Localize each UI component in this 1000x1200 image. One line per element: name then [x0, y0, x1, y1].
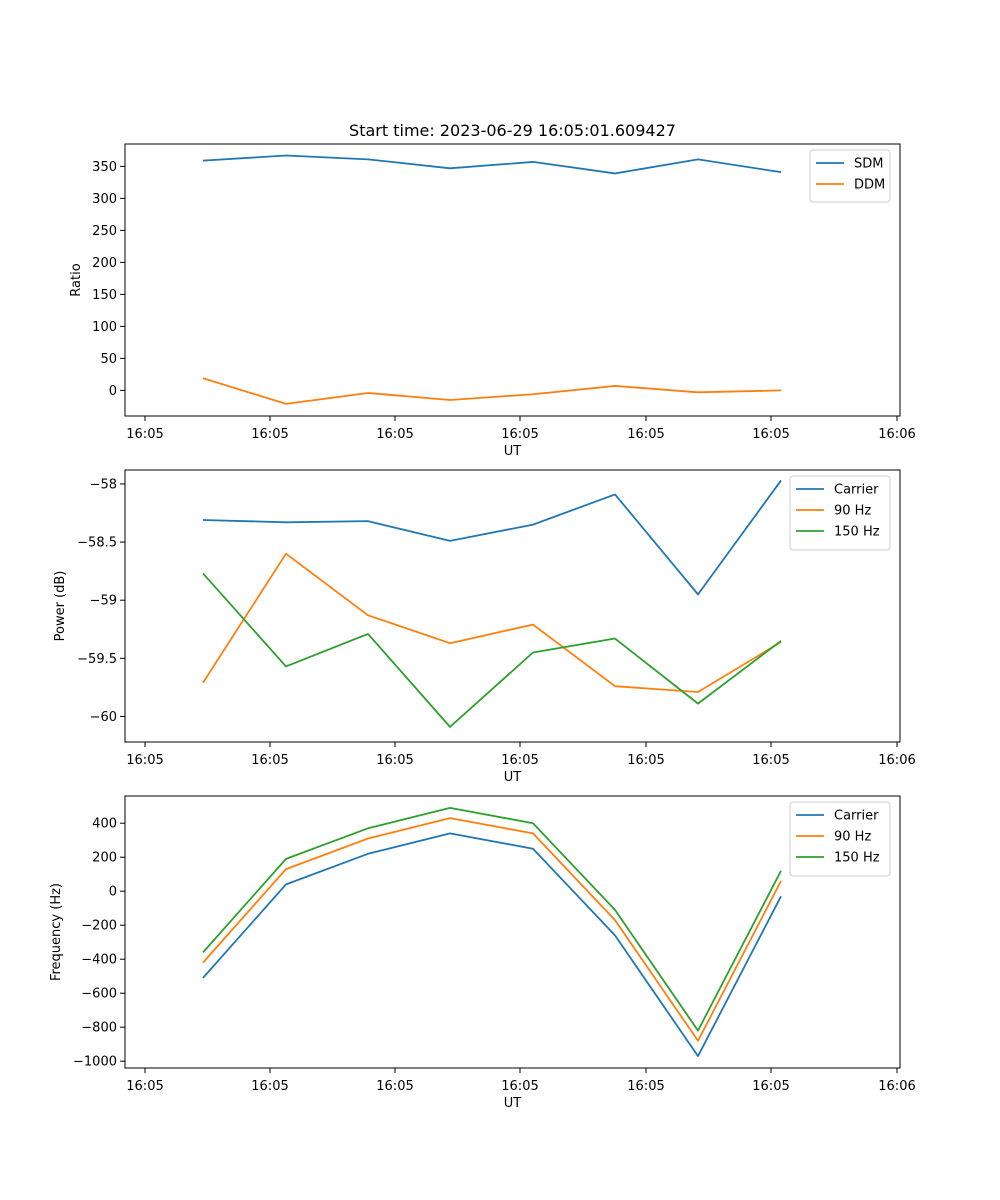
x-tick-label: 16:05 [126, 427, 163, 442]
legend-label: DDM [854, 178, 885, 193]
series-line-90-hz [202, 552, 782, 693]
series-line-90-hz [202, 817, 782, 1042]
chart-title: Start time: 2023-06-29 16:05:01.609427 [349, 121, 676, 140]
axes-frame [124, 469, 901, 743]
y-tick-label: 150 [92, 288, 117, 303]
x-tick-label: 16:05 [251, 427, 288, 442]
subplot-3: 16:05 16:05 16:05 16:05 16:05 16:05 16:06 −1000… [49, 795, 916, 1111]
y-tick-label: 200 [92, 256, 117, 271]
y-tick-label: −58 [90, 477, 117, 492]
x-tick-label: 16:06 [878, 427, 915, 442]
y-tick-label: 0 [109, 885, 117, 900]
x-tick-label: 16:05 [627, 1079, 664, 1094]
legend-label: 150 Hz [834, 525, 880, 540]
legend-label: Carrier [834, 483, 879, 498]
legend-label: 90 Hz [834, 504, 871, 519]
y-tick-label: −1000 [73, 1055, 117, 1070]
subplot-2: 16:05 16:05 16:05 16:05 16:05 16:05 16:06 −60 −5… [53, 469, 916, 785]
y-tick-label: 300 [92, 192, 117, 207]
series-line-ddm [202, 377, 782, 405]
y-tick-label: −600 [81, 987, 117, 1002]
series-line-150-hz [202, 572, 782, 728]
y-axis-label: Power (dB) [53, 571, 68, 642]
y-tick-label: −59 [90, 594, 117, 609]
y-tick-label: 0 [109, 384, 117, 399]
y-tick-label: −800 [81, 1021, 117, 1036]
legend-label: 90 Hz [834, 830, 871, 845]
axes-frame [124, 143, 901, 417]
x-tick-label: 16:05 [501, 427, 538, 442]
y-tick-label: −59.5 [77, 652, 117, 667]
legend: SDM DDM [809, 149, 891, 203]
y-tick-label: −60 [90, 710, 117, 725]
y-tick-label: 200 [92, 851, 117, 866]
y-axis-label: Frequency (Hz) [49, 883, 64, 981]
x-tick-label: 16:05 [627, 427, 664, 442]
series-line-carrier [202, 479, 782, 596]
x-tick-label: 16:05 [752, 753, 789, 768]
subplot-1: 16:05 16:05 16:05 16:05 16:05 16:05 16:06 0 50 10… [69, 143, 916, 459]
x-tick-label: 16:06 [878, 1079, 915, 1094]
x-axis-label: UT [504, 770, 522, 785]
y-axis-label: Ratio [69, 263, 84, 296]
x-tick-label: 16:05 [126, 1079, 163, 1094]
x-tick-label: 16:05 [376, 427, 413, 442]
x-tick-label: 16:05 [126, 753, 163, 768]
y-tick-label: 50 [100, 352, 117, 367]
x-tick-label: 16:05 [752, 1079, 789, 1094]
series-line-sdm [202, 154, 782, 175]
y-tick-label: −200 [81, 919, 117, 934]
x-tick-label: 16:05 [627, 753, 664, 768]
series-line-150-hz [202, 807, 782, 1032]
axes-frame [124, 795, 901, 1069]
x-tick-label: 16:05 [251, 1079, 288, 1094]
x-axis-label: UT [504, 444, 522, 459]
legend: Carrier 90 Hz 150 Hz [789, 475, 891, 551]
legend: Carrier 90 Hz 150 Hz [789, 801, 891, 877]
y-tick-label: 250 [92, 224, 117, 239]
x-tick-label: 16:05 [501, 753, 538, 768]
legend-label: 150 Hz [834, 851, 880, 866]
x-tick-label: 16:05 [752, 427, 789, 442]
x-tick-label: 16:05 [376, 753, 413, 768]
y-tick-label: −400 [81, 953, 117, 968]
x-tick-label: 16:06 [878, 753, 915, 768]
x-axis-label: UT [504, 1096, 522, 1111]
x-tick-label: 16:05 [501, 1079, 538, 1094]
legend-label: Carrier [834, 809, 879, 824]
panels: 16:05 16:05 16:05 16:05 16:05 16:05 16:06 0 50 10… [49, 143, 916, 1111]
y-tick-label: −58.5 [77, 536, 117, 551]
series-line-carrier [202, 832, 782, 1057]
x-tick-label: 16:05 [376, 1079, 413, 1094]
y-tick-label: 400 [92, 817, 117, 832]
y-tick-label: 100 [92, 320, 117, 335]
legend-label: SDM [854, 157, 883, 172]
y-tick-label: 350 [92, 160, 117, 175]
x-tick-label: 16:05 [251, 753, 288, 768]
